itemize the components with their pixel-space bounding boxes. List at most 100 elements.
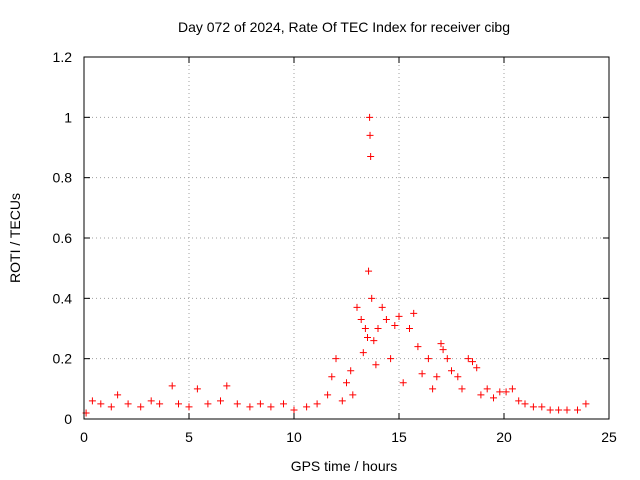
- data-point: [496, 388, 504, 396]
- data-point: [515, 397, 523, 405]
- data-point: [280, 400, 287, 408]
- data-point: [406, 325, 413, 332]
- data-point: [443, 355, 451, 363]
- data-point: [502, 388, 510, 396]
- y-tick-label: 0.4: [53, 290, 73, 306]
- data-point: [414, 343, 422, 351]
- data-point: [469, 358, 476, 366]
- data-point: [267, 403, 275, 411]
- x-tick-label: 5: [185, 429, 193, 445]
- data-point: [313, 400, 321, 408]
- data-point: [429, 385, 437, 393]
- data-point: [217, 397, 224, 405]
- data-point: [464, 355, 472, 363]
- x-axis-ticks: 0 5 10 15 20 25: [80, 57, 617, 445]
- x-tick-label: 0: [80, 429, 88, 445]
- data-point: [347, 367, 355, 375]
- data-point: [490, 394, 497, 402]
- data-point: [555, 406, 563, 414]
- data-point: [324, 391, 332, 399]
- data-point: [374, 325, 382, 332]
- data-point: [107, 403, 115, 411]
- data-point: [359, 349, 367, 357]
- data-point: [448, 367, 455, 375]
- plot-frame: [83, 56, 610, 420]
- data-point: [124, 400, 132, 408]
- data-point: [582, 400, 590, 408]
- data-point: [382, 315, 390, 323]
- data-point: [387, 355, 395, 363]
- data-point: [193, 385, 201, 393]
- x-axis-label: GPS time / hours: [291, 458, 398, 474]
- data-point: [246, 403, 254, 411]
- data-point: [303, 403, 311, 411]
- data-point: [357, 315, 365, 323]
- data-point: [290, 406, 298, 414]
- chart-title: Day 072 of 2024, Rate Of TEC Index for r…: [178, 19, 510, 35]
- data-point: [529, 403, 537, 411]
- data-point: [97, 400, 105, 408]
- data-point: [88, 397, 96, 405]
- data-point: [168, 382, 176, 390]
- y-axis-ticks: 0 0.2 0.4 0.6 0.8 1 1.2: [53, 49, 609, 427]
- data-point: [343, 379, 350, 387]
- data-point: [364, 334, 371, 342]
- data-point: [366, 113, 374, 121]
- data-point: [137, 403, 145, 411]
- data-point: [353, 303, 361, 311]
- data-point: [233, 400, 241, 408]
- x-tick-label: 25: [601, 429, 617, 445]
- data-point: [508, 385, 516, 393]
- data-point: [563, 406, 571, 414]
- data-point: [395, 312, 403, 320]
- data-point: [328, 373, 336, 381]
- data-point: [361, 325, 369, 332]
- data-point: [410, 309, 418, 317]
- data-point: [574, 406, 581, 414]
- data-point: [521, 400, 529, 408]
- x-tick-label: 20: [496, 429, 512, 445]
- data-point: [454, 373, 462, 381]
- y-tick-label: 0.6: [53, 230, 73, 246]
- data-point: [424, 355, 432, 363]
- data-point: [367, 153, 375, 161]
- data-point: [483, 385, 491, 393]
- data-point: [349, 391, 357, 399]
- y-axis-label: ROTI / TECUs: [7, 193, 23, 283]
- y-tick-label: 1.2: [53, 49, 73, 65]
- data-point: [332, 355, 340, 363]
- y-tick-label: 0.2: [53, 351, 73, 367]
- data-point: [458, 385, 466, 393]
- data-point: [204, 400, 212, 408]
- data-point: [477, 391, 485, 399]
- data-point: [156, 400, 164, 408]
- data-point: [256, 400, 264, 408]
- data-point: [439, 346, 447, 354]
- data-point: [418, 370, 426, 378]
- x-tick-label: 15: [391, 429, 407, 445]
- y-tick-label: 1: [64, 109, 72, 125]
- data-point: [147, 397, 155, 405]
- data-point: [368, 294, 376, 302]
- data-point: [473, 364, 481, 372]
- data-point: [378, 303, 386, 311]
- data-point: [391, 321, 399, 329]
- data-point: [223, 382, 231, 390]
- data-point: [546, 406, 554, 414]
- y-tick-label: 0.8: [53, 170, 73, 186]
- data-point: [365, 267, 373, 275]
- data-point: [366, 131, 374, 139]
- data-point: [338, 397, 346, 405]
- data-point: [399, 379, 407, 387]
- data-point: [114, 391, 122, 399]
- x-tick-label: 10: [286, 429, 302, 445]
- data-point: [538, 403, 546, 411]
- grid-lines: [84, 57, 609, 419]
- data-points: [82, 113, 590, 417]
- data-point: [185, 403, 193, 411]
- data-point: [370, 337, 378, 345]
- data-point: [437, 340, 445, 348]
- data-point: [372, 361, 380, 369]
- data-point: [433, 373, 441, 381]
